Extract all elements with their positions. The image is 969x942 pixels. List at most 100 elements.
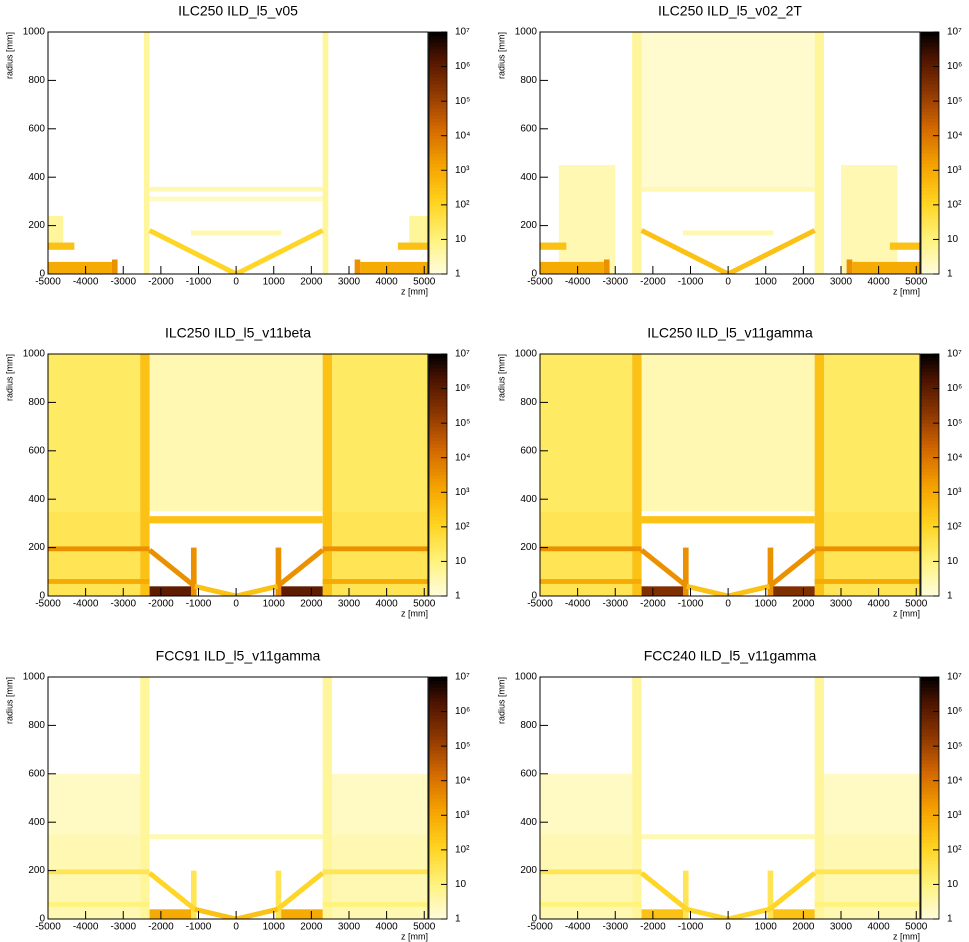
heat-cell (48, 242, 75, 250)
heat-cell (48, 354, 141, 512)
heat-cell (149, 186, 323, 192)
colorbar-step (921, 884, 939, 889)
colorbar-tick-label: 10³ (947, 487, 962, 498)
colorbar-step (429, 818, 447, 823)
x-tick-label: 0 (233, 599, 239, 610)
colorbar-step (921, 495, 939, 500)
colorbar-step (921, 146, 939, 151)
colorbar-step (429, 45, 447, 50)
colorbar-step (921, 191, 939, 195)
colorbar-step (921, 215, 939, 220)
panel-title: FCC240 ILD_l5_v11gamma (644, 648, 817, 664)
colorbar-step (429, 156, 447, 161)
colorbar-step (429, 166, 447, 171)
colorbar-step (921, 739, 939, 744)
colorbar-step (921, 791, 939, 796)
colorbar-step (429, 66, 447, 71)
colorbar-step (429, 49, 447, 54)
colorbar-step (429, 766, 447, 771)
colorbar-step (429, 780, 447, 785)
colorbar-step (429, 884, 447, 889)
colorbar-step (429, 118, 447, 123)
colorbar-step (921, 811, 939, 816)
colorbar-frame (920, 676, 940, 920)
x-tick-label: 3000 (338, 922, 361, 933)
colorbar-frame (920, 31, 940, 275)
colorbar-step (429, 128, 447, 133)
colorbar-step (921, 208, 939, 213)
colorbar-step (921, 423, 939, 428)
colorbar-step (429, 582, 447, 587)
heat-cell (824, 773, 920, 835)
colorbar-step (921, 128, 939, 133)
x-axis-label: z [mm] (893, 608, 920, 618)
colorbar-step (921, 481, 939, 486)
x-tick-label: -2000 (148, 922, 174, 933)
colorbar-step (921, 475, 939, 479)
colorbar-step (921, 354, 939, 358)
colorbar-step (429, 398, 447, 403)
colorbar-step (429, 83, 447, 88)
plot-frame (47, 353, 429, 597)
colorbar-step (921, 381, 939, 386)
colorbar-step (921, 405, 939, 410)
heat-segment (686, 583, 729, 596)
colorbar-step (921, 711, 939, 716)
y-tick-label: 1000 (515, 672, 538, 683)
x-axis-label: z [mm] (401, 608, 428, 618)
y-tick-label: 1000 (515, 349, 538, 360)
colorbar-step (429, 711, 447, 716)
heat-cell (322, 354, 333, 596)
colorbar-step (921, 218, 939, 223)
colorbar-step (429, 551, 447, 556)
x-tick-label: 1000 (263, 599, 286, 610)
colorbar-step (429, 519, 447, 524)
colorbar-step (429, 481, 447, 486)
colorbar-tick-label: 1 (455, 914, 461, 925)
x-tick-label: -1000 (678, 599, 704, 610)
panel-title: ILC250 ILD_l5_v11beta (165, 325, 311, 341)
heat-cell (149, 909, 195, 919)
colorbar-step (429, 492, 447, 497)
colorbar-frame (428, 353, 448, 597)
colorbar-tick-label: 10⁷ (455, 27, 470, 38)
x-tick-label: 4000 (867, 922, 890, 933)
colorbar-step (429, 208, 447, 213)
colorbar-step (429, 114, 447, 119)
x-tick-label: -1000 (186, 922, 212, 933)
colorbar-step (921, 433, 939, 438)
x-tick-label: -1000 (678, 277, 704, 288)
colorbar-step (429, 42, 447, 47)
heat-cell (322, 579, 428, 584)
colorbar-step (429, 430, 447, 435)
colorbar-step (921, 125, 939, 130)
colorbar-step (921, 575, 939, 580)
colorbar-frame (428, 31, 448, 275)
colorbar-step (429, 475, 447, 479)
y-tick-label: 0 (531, 591, 537, 602)
colorbar-step (429, 530, 447, 535)
heat-cell (277, 586, 323, 596)
colorbar-tick-label: 10⁵ (455, 741, 470, 752)
heat-cell (149, 354, 323, 512)
colorbar-step (921, 746, 939, 751)
colorbar-step (921, 718, 939, 723)
colorbar-step (429, 770, 447, 775)
heat-segment (194, 583, 237, 596)
colorbar-step (429, 35, 447, 40)
colorbar-step (429, 877, 447, 882)
colorbar-tick-label: 1 (947, 914, 953, 925)
colorbar-step (429, 701, 447, 706)
colorbar-step (921, 450, 939, 455)
colorbar-step (921, 121, 939, 126)
colorbar-step (921, 360, 939, 365)
y-tick-label: 800 (28, 720, 45, 731)
colorbar-step (429, 374, 447, 379)
heat-cell (641, 186, 815, 192)
colorbar-tick-label: 10⁴ (947, 775, 962, 786)
colorbar-step (921, 578, 939, 583)
colorbar-step (921, 905, 939, 910)
y-tick-label: 1000 (23, 27, 46, 38)
colorbar-step (429, 56, 447, 61)
